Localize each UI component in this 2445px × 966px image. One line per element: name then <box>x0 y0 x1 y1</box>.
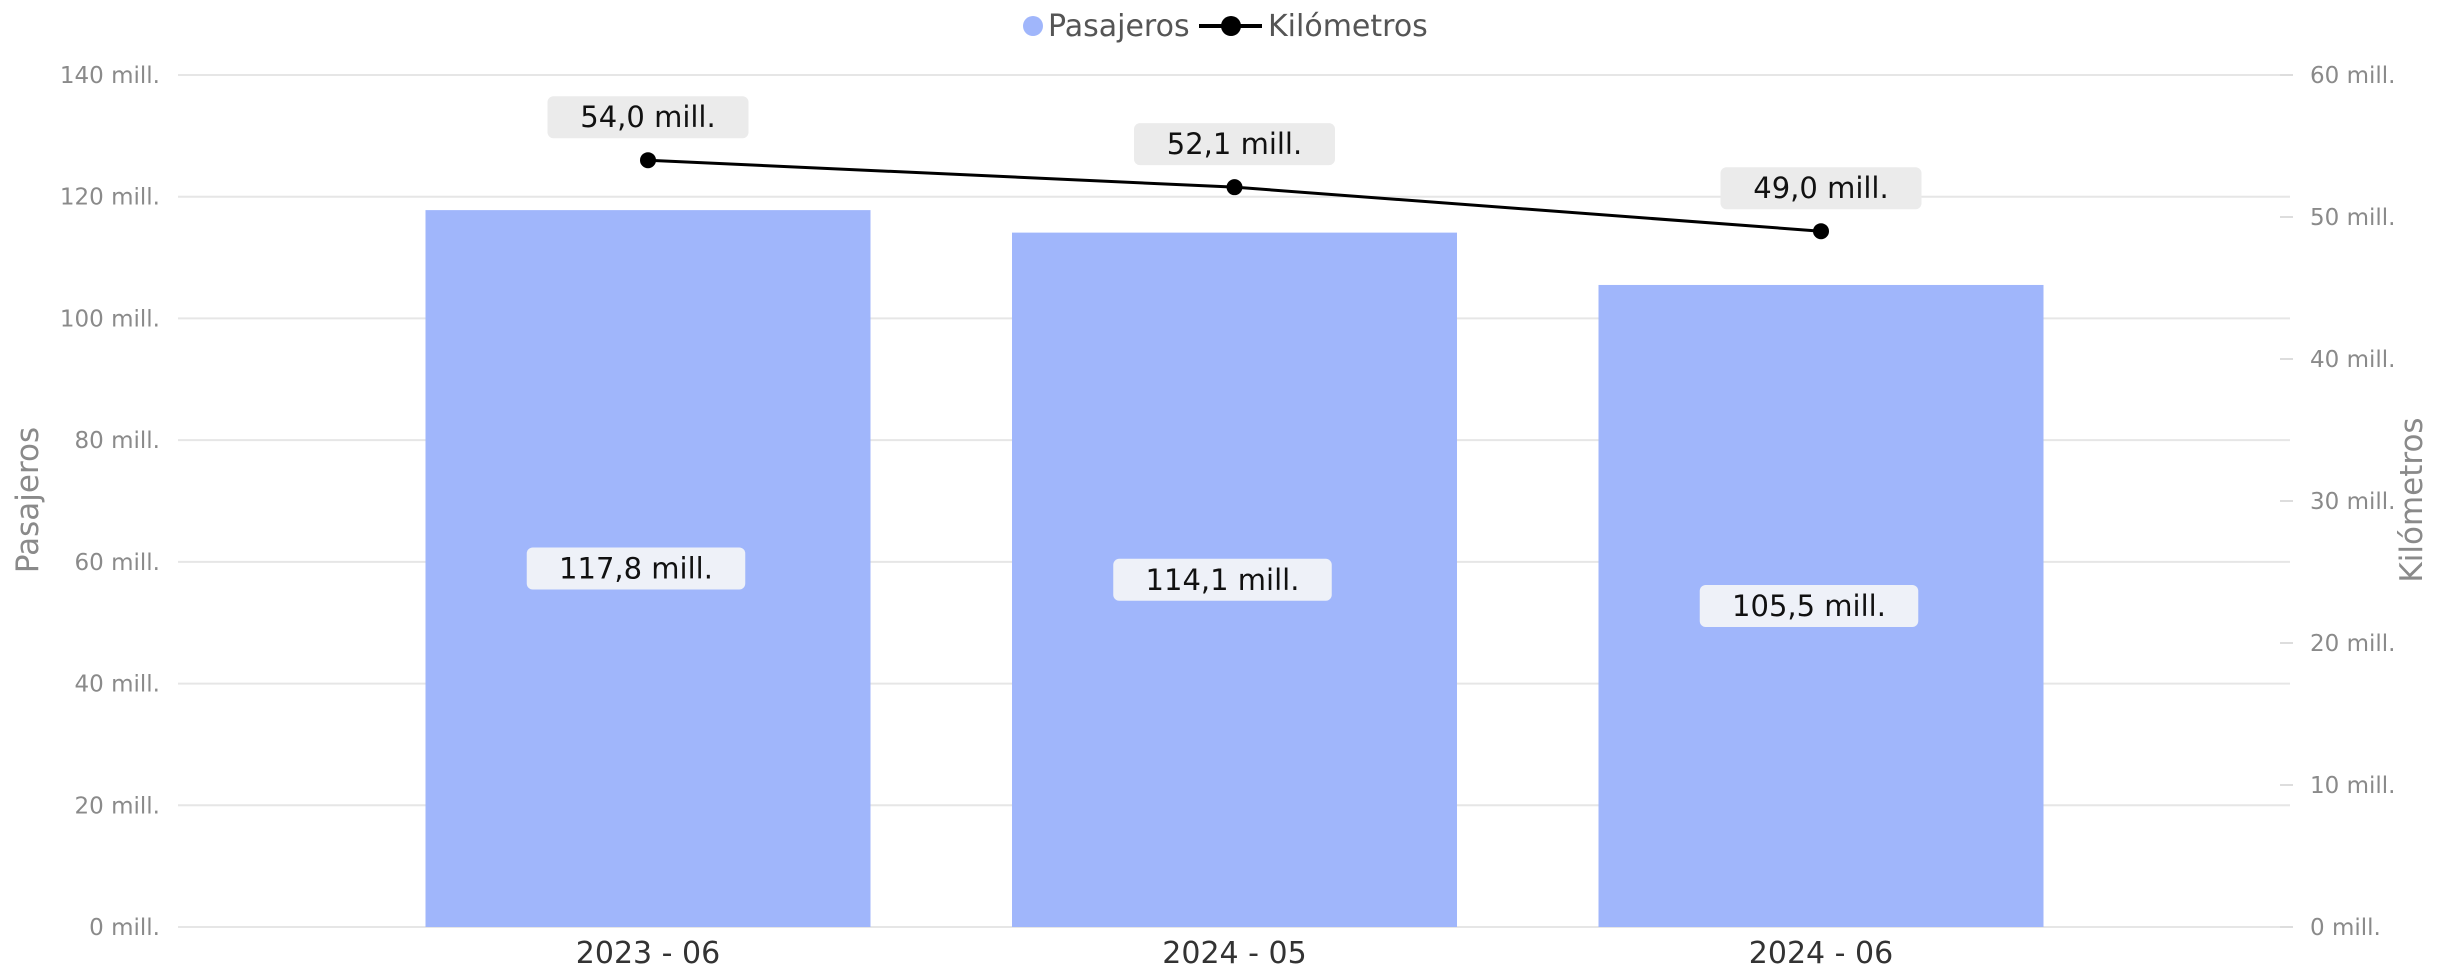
line-data-label-box <box>1134 123 1335 166</box>
bar-data-label: 105,5 mill. <box>1699 584 1919 627</box>
kilometer-point <box>640 152 656 169</box>
right-tick-label: 40 mill. <box>2310 347 2395 373</box>
line-data-label: 52,1 mill. <box>1134 123 1335 166</box>
bar-data-label-box <box>1699 584 1919 627</box>
left-tick-label: 20 mill. <box>75 793 160 819</box>
left-tick-label: 80 mill. <box>75 428 160 454</box>
x-tick-label: 2023 - 06 <box>576 936 720 966</box>
data-labels: 117,8 mill. 114,1 mill. 105,5 mill. 54,0 mi… <box>526 96 1922 627</box>
left-axis-title: Pasajeros <box>10 427 46 573</box>
right-tick-label: 0 mill. <box>2310 915 2381 941</box>
left-tick-label: 120 mill. <box>60 185 160 211</box>
left-tick-label: 60 mill. <box>75 550 160 576</box>
right-axis-ticks: 0 mill. 10 mill. 20 mill. 30 mill. 40 mill. 5… <box>2280 63 2395 941</box>
line-data-label-text: 54,0 mill. <box>580 100 715 134</box>
bar-data-label-text: 114,1 mill. <box>1146 563 1300 597</box>
line-data-label-box <box>547 96 749 139</box>
right-tick-label: 20 mill. <box>2310 631 2395 657</box>
left-tick-label: 40 mill. <box>75 672 160 698</box>
line-data-label: 54,0 mill. <box>547 96 749 139</box>
right-tick-label: 30 mill. <box>2310 489 2395 515</box>
line-data-label-text: 52,1 mill. <box>1167 127 1302 161</box>
right-tick-label: 50 mill. <box>2310 205 2395 231</box>
right-tick-label: 10 mill. <box>2310 773 2395 799</box>
left-tick-label: 100 mill. <box>60 306 160 332</box>
kilometer-line <box>640 152 1829 240</box>
legend-kilometers-swatch-dot <box>1221 16 1241 36</box>
bar-data-label-box <box>1113 558 1332 601</box>
right-axis-title: Kilómetros <box>2394 417 2430 582</box>
left-tick-label: 0 mill. <box>89 915 160 941</box>
bar-data-label-text: 117,8 mill. <box>559 552 713 586</box>
line-data-label-box <box>1720 167 1922 210</box>
x-tick-label: 2024 - 06 <box>1749 936 1893 966</box>
x-axis-ticks: 2023 - 06 2024 - 05 2024 - 06 <box>576 936 1893 966</box>
bar-data-label: 114,1 mill. <box>1113 558 1332 601</box>
line-data-label-text: 49,0 mill. <box>1753 171 1888 205</box>
kilometer-point <box>1226 179 1243 196</box>
bar-data-label: 117,8 mill. <box>526 547 746 590</box>
bar-data-label-box <box>526 547 746 590</box>
legend-passengers-label[interactable]: Pasajeros <box>1048 9 1190 44</box>
x-tick-label: 2024 - 05 <box>1162 936 1306 966</box>
legend-passengers-swatch <box>1023 16 1043 36</box>
left-axis-ticks: 0 mill. 20 mill. 40 mill. 60 mill. 80 mill. 1… <box>60 63 160 941</box>
right-tick-label: 60 mill. <box>2310 63 2395 89</box>
kilometer-point <box>1813 223 1829 240</box>
bar-data-label-text: 105,5 mill. <box>1732 589 1886 623</box>
legend-kilometers-label[interactable]: Kilómetros <box>1268 9 1428 44</box>
legend[interactable]: Pasajeros Kilómetros <box>1023 9 1428 44</box>
left-tick-label: 140 mill. <box>60 63 160 89</box>
line-data-label: 49,0 mill. <box>1720 167 1922 210</box>
